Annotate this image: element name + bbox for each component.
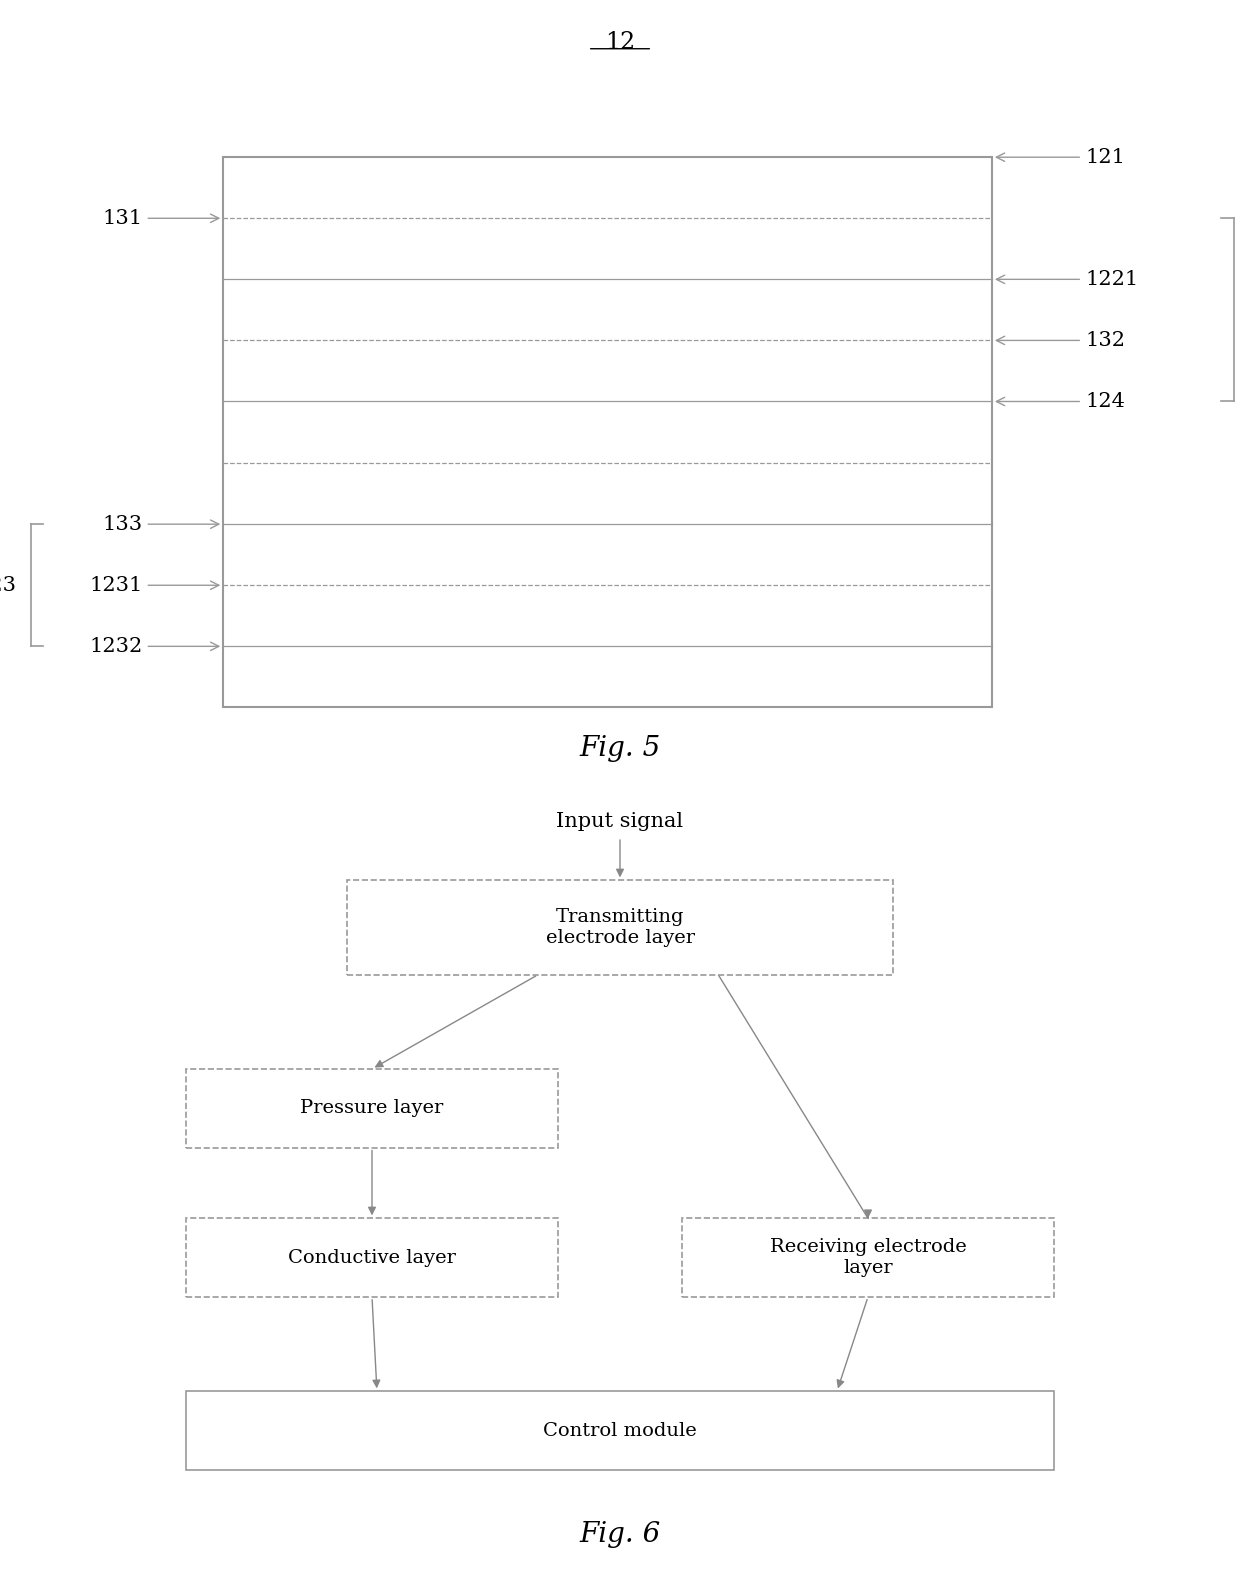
Text: Control module: Control module <box>543 1421 697 1440</box>
Text: Input signal: Input signal <box>557 811 683 832</box>
Bar <box>186 1069 558 1148</box>
Text: 1231: 1231 <box>89 575 219 594</box>
Bar <box>223 157 992 707</box>
Text: 1232: 1232 <box>89 637 219 656</box>
Bar <box>682 1218 1054 1297</box>
Text: Transmitting
electrode layer: Transmitting electrode layer <box>546 909 694 946</box>
Text: 12: 12 <box>605 31 635 55</box>
Bar <box>186 1391 1054 1470</box>
Text: Pressure layer: Pressure layer <box>300 1099 444 1118</box>
Text: Receiving electrode
layer: Receiving electrode layer <box>770 1239 966 1276</box>
Text: 133: 133 <box>103 514 219 533</box>
Text: 132: 132 <box>996 332 1125 351</box>
Text: 124: 124 <box>996 391 1125 410</box>
Text: Conductive layer: Conductive layer <box>288 1248 456 1267</box>
Text: Fig. 6: Fig. 6 <box>579 1522 661 1548</box>
Text: 131: 131 <box>103 209 219 228</box>
Text: Fig. 5: Fig. 5 <box>579 736 661 762</box>
Bar <box>186 1218 558 1297</box>
Text: 1221: 1221 <box>996 270 1138 289</box>
Text: 121: 121 <box>996 148 1125 167</box>
Text: 123: 123 <box>0 575 16 594</box>
Bar <box>347 880 893 975</box>
